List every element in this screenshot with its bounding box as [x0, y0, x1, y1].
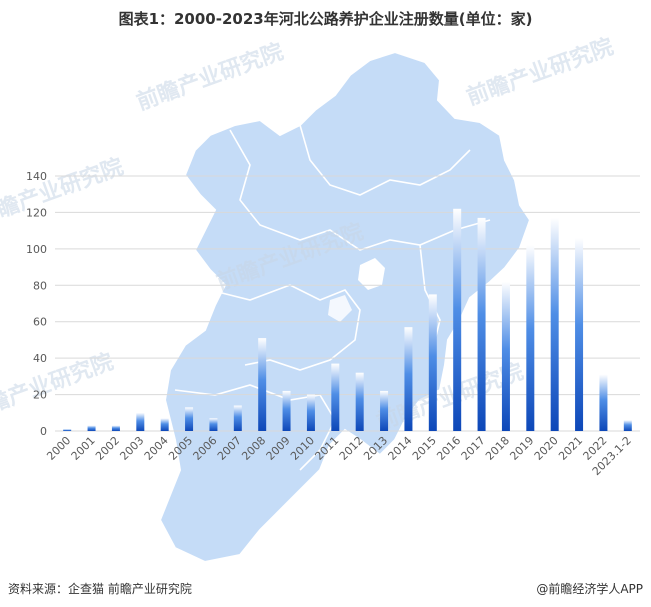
y-tick-label: 60: [33, 316, 47, 329]
map-enclave: [328, 295, 352, 322]
map-border-line: [174, 384, 336, 471]
x-tick-label: 2016: [434, 434, 463, 463]
bar-2001: [87, 425, 96, 431]
bar-2017: [477, 217, 486, 431]
bar-2021: [575, 237, 584, 431]
y-tick-label: 120: [26, 206, 47, 219]
chart-title: 图表1：2000-2023年河北公路养护企业注册数量(单位：家): [118, 10, 533, 28]
source-note: 资料来源：企查猫 前瞻产业研究院: [8, 582, 192, 596]
bar-2016: [453, 208, 462, 431]
x-tick-label: 2003: [117, 434, 146, 463]
map-border-line: [209, 284, 361, 371]
y-tick-label: 20: [33, 389, 47, 402]
bar-2002: [111, 425, 120, 431]
x-tick-label: 2020: [532, 434, 561, 463]
x-tick-label: 2019: [507, 434, 536, 463]
bars: [63, 208, 632, 431]
x-tick-label: 2002: [93, 434, 122, 463]
bar-2014: [404, 327, 413, 431]
y-tick-label: 40: [33, 352, 47, 365]
bar-2010: [306, 394, 315, 431]
map-enclave: [358, 258, 385, 290]
y-tick-label: 0: [40, 425, 47, 438]
bar-2005: [185, 407, 194, 431]
bar-2006: [209, 418, 218, 431]
grid-lines: [55, 175, 640, 432]
bar-2003: [136, 412, 145, 431]
bar-2008: [258, 338, 267, 431]
x-tick-label: 2001: [69, 434, 98, 463]
bar-2018: [501, 281, 510, 431]
x-tick-label: 2017: [459, 434, 488, 463]
bar-2007: [233, 405, 242, 431]
bar-2011: [331, 363, 340, 431]
x-tick-label: 2015: [410, 434, 439, 463]
brand-note: @前瞻经济学人APP: [536, 582, 643, 596]
bar-2009: [282, 390, 291, 431]
x-tick-label: 2004: [142, 434, 171, 463]
y-tick-label: 100: [26, 243, 47, 256]
bar-2015: [428, 294, 437, 431]
bar-2000: [63, 429, 72, 431]
y-tick-label: 80: [33, 279, 47, 292]
map-background: [158, 50, 532, 564]
y-axis: 0 20 40 60 80 100 120 140: [26, 170, 47, 438]
bar-2004: [160, 418, 169, 431]
watermark-text: 前瞻产业研究院: [133, 39, 287, 116]
watermark-text: 前瞻产业研究院: [0, 154, 127, 231]
bar-2023.1-2: [623, 420, 632, 431]
x-tick-label: 2018: [483, 434, 512, 463]
bar-2013: [380, 390, 389, 431]
bar-2022: [599, 374, 608, 431]
x-axis: 2000200120022003200420052006200720082009…: [44, 434, 634, 478]
watermark-text: 前瞻产业研究院: [463, 34, 617, 111]
bar-2020: [550, 217, 559, 431]
x-tick-label: 2000: [44, 434, 73, 463]
bar-2019: [526, 245, 535, 431]
bar-2012: [355, 372, 364, 431]
x-tick-label: 2021: [556, 434, 585, 463]
map-border-line: [229, 129, 491, 251]
y-tick-label: 140: [26, 170, 47, 183]
watermark-text: 前瞻产业研究院: [0, 349, 117, 426]
map-border-line: [299, 124, 471, 196]
